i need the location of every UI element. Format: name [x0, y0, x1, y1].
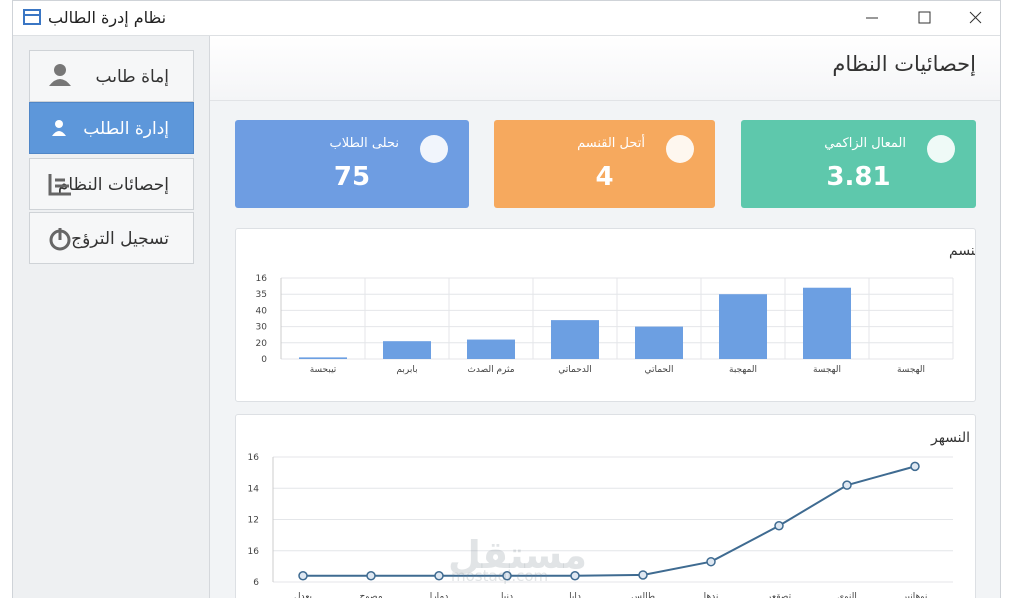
- x-tick-label: مصوح: [359, 592, 382, 598]
- window-title: نظام إدرة الطالب: [48, 8, 167, 27]
- x-tick-label: ندها: [704, 592, 719, 598]
- bar: [383, 341, 431, 359]
- window: نظام إدرة الطالب إماة طاىب إدارة الطلب إ…: [12, 0, 1001, 598]
- page-title: إحصائيات النظام: [832, 52, 976, 76]
- stat-card: نحلى الطلاب 75: [235, 120, 469, 208]
- card-value: 4: [595, 162, 614, 192]
- bar: [467, 339, 515, 359]
- card-icon: [927, 135, 955, 163]
- x-tick-label: الهجسة: [813, 365, 841, 375]
- card-label: المعال الزاكمي: [824, 136, 906, 151]
- y-tick-label: 0: [261, 355, 267, 365]
- x-tick-label: النوى: [837, 592, 857, 598]
- x-tick-label: دايا: [569, 592, 581, 598]
- line: [303, 465, 916, 577]
- y-tick-label: 20: [256, 339, 268, 349]
- card-label: أتحل القنسم: [577, 136, 645, 151]
- x-tick-label: تيبحسة: [310, 365, 337, 375]
- bar: [299, 357, 347, 359]
- y-tick-label: 16: [248, 453, 260, 463]
- y-tick-label: 6: [253, 578, 259, 588]
- chart-title: التسجيل الحدد حسب النسهر: [930, 430, 975, 446]
- card-value: 75: [333, 162, 371, 192]
- card-icon: [420, 135, 448, 163]
- point: [570, 571, 580, 581]
- window-controls[interactable]: [850, 1, 1000, 35]
- watermark: مستقل: [448, 533, 587, 577]
- point: [910, 461, 920, 472]
- point: [366, 571, 376, 581]
- chart-panel: عدد الطالب حسب النسم 16 35 40 30 20 0 تيبحسة باب…: [235, 228, 1000, 402]
- point: [298, 571, 308, 581]
- nav-icons: [48, 64, 71, 251]
- point: [706, 556, 716, 567]
- point: [434, 571, 444, 581]
- title-bar: نظام إدرة الطالب: [13, 1, 1000, 36]
- app-icon: [23, 9, 41, 25]
- card-value: 3.81: [826, 162, 891, 192]
- bar: [719, 294, 767, 359]
- x-tick-label: دنيا: [501, 592, 513, 598]
- x-tick-label: مثرم الصدث: [467, 365, 514, 375]
- x-tick-label: الهجسة: [897, 365, 925, 375]
- x-tick-label: نوهانير: [902, 592, 928, 598]
- bar: [635, 326, 683, 359]
- nav-item[interactable]: إماة طاىب: [29, 50, 194, 102]
- card-icon: [666, 135, 694, 163]
- y-tick-label: 16: [256, 274, 268, 284]
- nav-item[interactable]: تسجيل الترؤج: [29, 212, 194, 264]
- bar: [551, 320, 599, 359]
- bar: [803, 287, 851, 359]
- point: [842, 480, 852, 490]
- y-tick-label: 14: [248, 484, 260, 494]
- y-tick-label: 16: [248, 547, 260, 557]
- x-tick-label: الدحماتي: [558, 365, 591, 375]
- main: إحصائيات النظام المعال الزاكمي 3.81 أتحل ا…: [210, 36, 1000, 598]
- nav-item[interactable]: إدارة الطلب: [29, 102, 194, 154]
- card-label: نحلى الطلاب: [329, 136, 399, 151]
- point: [638, 570, 648, 580]
- chart: التسجيل الحدد حسب النسهر 16 14 12 16 6 يعدل مصو…: [248, 430, 1000, 598]
- nav-item[interactable]: إحصائات النظام: [29, 158, 194, 210]
- chart-title: عدد الطالب حسب النسم: [949, 243, 975, 259]
- x-tick-label: دمارا: [430, 592, 448, 598]
- x-tick-label: المهجبة: [729, 365, 757, 375]
- watermark-url: mostaql.com: [451, 567, 549, 585]
- header: إحصائيات النظام: [210, 36, 1000, 101]
- y-tick-label: 35: [256, 290, 267, 300]
- chart-panel: التسجيل الحدد حسب النسهر 16 14 12 16 6 يعدل مصو…: [235, 414, 1000, 598]
- y-tick-label: 40: [256, 306, 268, 316]
- chart: عدد الطالب حسب النسم 16 35 40 30 20 0 تيبحسة باب…: [256, 243, 1000, 375]
- y-tick-label: 12: [248, 516, 259, 526]
- sidebar: إماة طاىب إدارة الطلب إحصائات النظام تسج…: [13, 36, 210, 598]
- x-tick-label: طالس: [631, 592, 655, 598]
- x-tick-label: تصقعر: [766, 592, 792, 598]
- x-tick-label: الحماتي: [644, 365, 673, 375]
- x-tick-label: بابربم: [396, 365, 417, 375]
- x-tick-label: يعدل: [294, 592, 313, 598]
- stat-card: أتحل القنسم 4: [494, 120, 715, 208]
- y-tick-label: 30: [256, 323, 268, 333]
- point: [502, 571, 512, 581]
- point: [774, 521, 784, 531]
- stat-card: المعال الزاكمي 3.81: [741, 120, 976, 208]
